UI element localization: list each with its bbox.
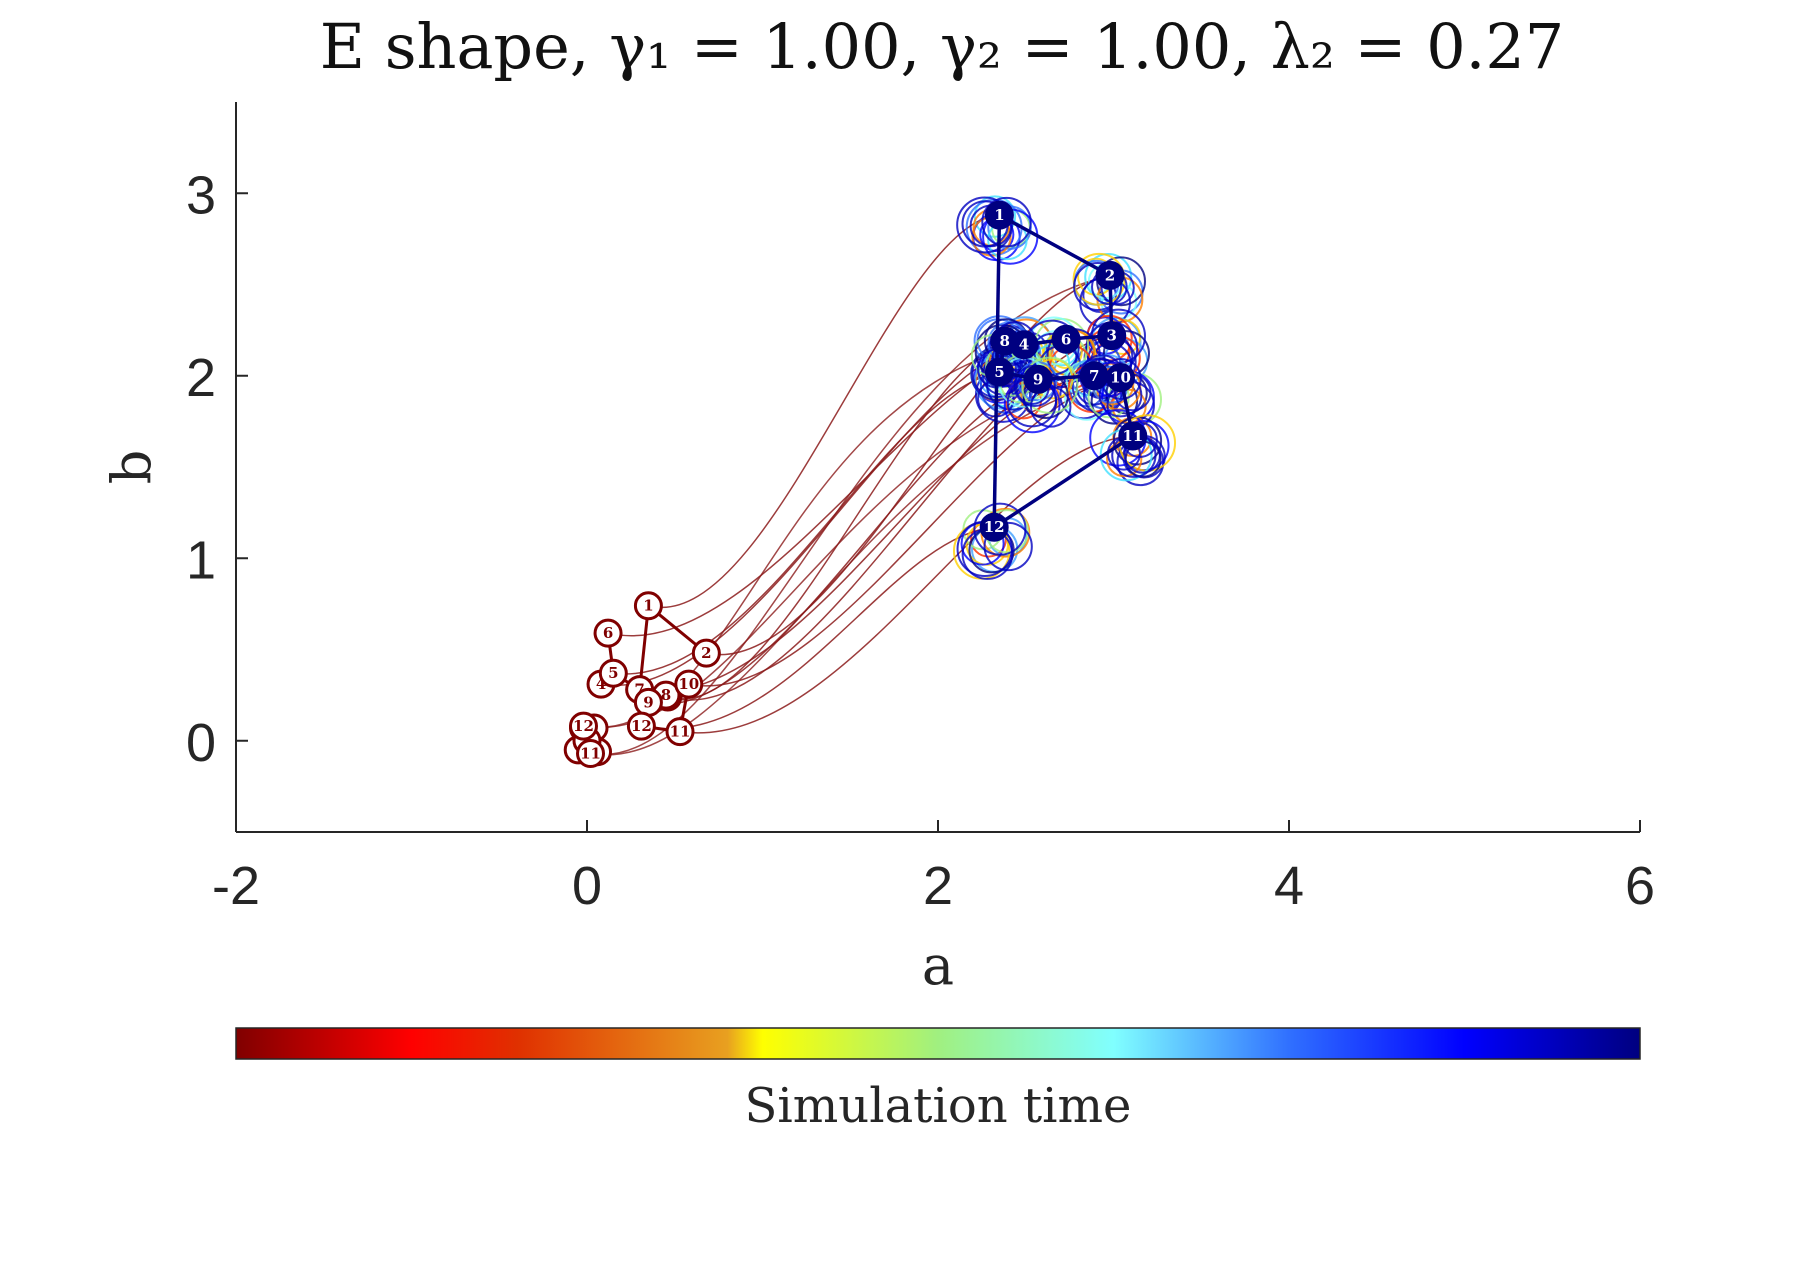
- final-node-label: 9: [1033, 370, 1043, 388]
- trajectory-line: [679, 435, 1133, 734]
- final-node-10: [1106, 363, 1136, 393]
- x-tick-label: 4: [1274, 856, 1304, 916]
- initial-node-label: 2: [701, 644, 711, 662]
- y-axis-label: b: [100, 450, 163, 485]
- initial-node-label: 11: [580, 745, 601, 763]
- initial-node-label: 7: [634, 681, 644, 699]
- trajectory-ring: [956, 196, 1014, 254]
- initial-node-6: [593, 618, 623, 648]
- trajectory-ring: [981, 196, 1032, 248]
- final-node-label: 3: [1107, 327, 1117, 345]
- final-node-label: 12: [984, 518, 1005, 536]
- initial-node-label: 1: [643, 597, 653, 615]
- trajectory-line: [688, 376, 1121, 687]
- initial-node-label: 8: [661, 686, 671, 704]
- x-tick-label: -2: [212, 856, 260, 916]
- initial-node-11: [665, 717, 695, 747]
- trajectory-ring: [983, 521, 1033, 572]
- final-node-2: [1095, 260, 1125, 290]
- final-node-1: [984, 200, 1014, 230]
- trajectory-line: [600, 343, 1025, 687]
- final-node-label: 4: [1019, 336, 1029, 354]
- final-node-12: [979, 512, 1009, 542]
- trajectory-line: [613, 371, 1000, 675]
- initial-node-label: 5: [608, 664, 618, 682]
- chart-title: E shape, γ₁ = 1.00, γ₂ = 1.00, λ₂ = 0.27: [320, 10, 1565, 83]
- plot-area: 1234567891011121211123456789101112: [563, 195, 1177, 769]
- trajectory-ring: [1021, 356, 1079, 414]
- final-node-label: 8: [999, 332, 1009, 350]
- initial-node-12: [626, 711, 656, 741]
- initial-node-label: 10: [678, 675, 699, 693]
- y-tick-label: 0: [186, 713, 216, 773]
- final-node-label: 11: [1122, 427, 1143, 445]
- axes: [235, 102, 1640, 833]
- trajectory-line: [706, 274, 1111, 656]
- x-tick-label: 2: [923, 856, 953, 916]
- y-tick-label: 1: [186, 530, 216, 590]
- final-node-label: 1: [994, 206, 1004, 224]
- final-node-8: [990, 326, 1020, 356]
- initial-node-label: 4: [596, 675, 606, 693]
- x-tick-label: 0: [572, 856, 602, 916]
- final-node-label: 7: [1089, 367, 1099, 385]
- initial-node-11: [576, 739, 606, 769]
- initial-node-label: 6: [603, 624, 613, 642]
- initial-node-label: 12: [573, 717, 594, 735]
- trajectory-line: [641, 526, 995, 730]
- x-axis-label: a: [922, 934, 954, 997]
- final-node-label: 10: [1110, 369, 1131, 387]
- initial-node-label: 9: [643, 693, 653, 711]
- x-tick-label: 6: [1625, 856, 1655, 916]
- final-edge: [993, 434, 1134, 529]
- initial-node-10: [674, 669, 704, 699]
- final-node-label: 6: [1061, 330, 1071, 348]
- initial-node-label: 12: [631, 717, 652, 735]
- initial-node-1: [633, 591, 663, 621]
- y-tick-label: 2: [186, 348, 216, 408]
- trajectory-ring: [1029, 386, 1072, 428]
- final-node-11: [1118, 421, 1148, 451]
- initial-node-5: [598, 658, 628, 688]
- final-node-6: [1051, 324, 1081, 354]
- final-node-3: [1097, 321, 1127, 351]
- trajectory-ring: [1073, 261, 1123, 311]
- initial-node-12: [568, 711, 598, 741]
- final-node-label: 5: [994, 363, 1004, 381]
- final-node-label: 2: [1105, 266, 1115, 284]
- final-edge: [998, 213, 1111, 277]
- final-node-5: [984, 357, 1014, 387]
- y-tick-label: 3: [186, 165, 216, 225]
- colorbar: [235, 1027, 1641, 1060]
- final-node-9: [1023, 364, 1053, 394]
- trajectory-line: [648, 214, 1000, 609]
- initial-node-2: [691, 638, 721, 668]
- colorbar-label: Simulation time: [745, 1078, 1132, 1134]
- initial-node-label: 11: [670, 723, 691, 741]
